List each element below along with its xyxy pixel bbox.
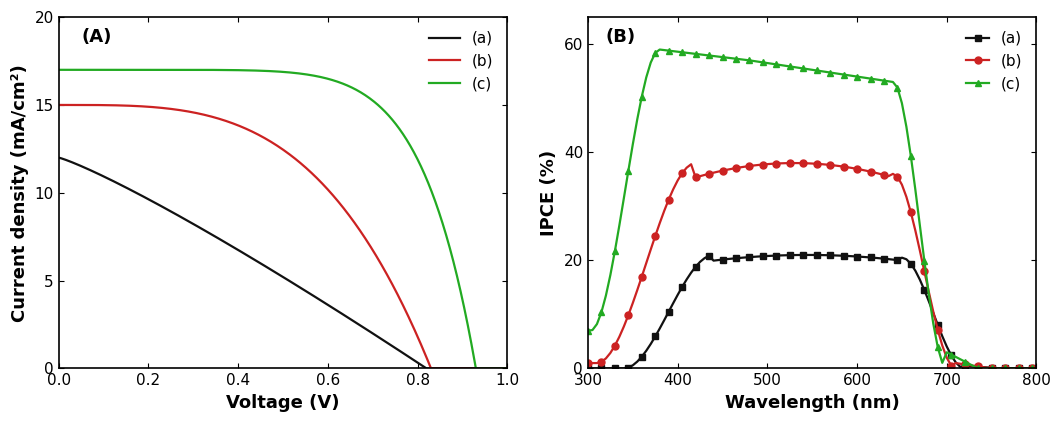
(b)	[923, 289, 936, 294]
(c)	[268, 69, 280, 74]
(c)	[653, 47, 666, 52]
(a)	[788, 253, 801, 258]
(b)	[582, 360, 595, 365]
(c)	[266, 69, 278, 74]
Line: (b): (b)	[58, 105, 508, 368]
(c)	[923, 291, 936, 297]
(a)	[52, 155, 65, 160]
(a)	[693, 259, 706, 264]
(c)	[855, 75, 868, 80]
(b)	[266, 140, 278, 145]
(b)	[268, 141, 280, 146]
(c)	[320, 76, 332, 81]
(b)	[419, 354, 432, 360]
(a)	[1030, 366, 1043, 371]
(a)	[900, 257, 912, 262]
(c)	[613, 223, 626, 228]
(b)	[900, 194, 912, 199]
Line: (c): (c)	[584, 46, 1040, 372]
(c)	[582, 328, 595, 333]
(a)	[295, 286, 308, 291]
(b)	[788, 160, 801, 165]
Line: (b): (b)	[584, 159, 1040, 372]
(a)	[923, 299, 936, 304]
(a)	[855, 254, 868, 259]
(c)	[52, 67, 65, 72]
(c)	[419, 176, 432, 181]
(c)	[698, 52, 710, 58]
(a)	[501, 366, 514, 371]
(b)	[792, 161, 805, 166]
(a)	[613, 366, 626, 371]
Line: (a): (a)	[58, 158, 508, 368]
(c)	[900, 124, 912, 129]
(b)	[320, 185, 332, 190]
(b)	[693, 173, 706, 179]
(a)	[802, 253, 815, 258]
(b)	[52, 102, 65, 107]
(a)	[320, 301, 332, 306]
(c)	[792, 65, 805, 70]
(b)	[491, 366, 503, 371]
Legend: (a), (b), (c): (a), (b), (c)	[423, 25, 499, 97]
Line: (a): (a)	[584, 252, 1040, 372]
(a)	[582, 366, 595, 371]
(b)	[855, 167, 868, 172]
Text: (B): (B)	[606, 27, 636, 46]
(c)	[295, 71, 308, 76]
(b)	[986, 366, 998, 371]
Line: (c): (c)	[58, 70, 508, 368]
(a)	[268, 269, 280, 275]
(c)	[1030, 366, 1043, 371]
Y-axis label: IPCE (%): IPCE (%)	[541, 150, 559, 236]
(c)	[972, 366, 984, 371]
(b)	[295, 161, 308, 166]
X-axis label: Wavelength (nm): Wavelength (nm)	[725, 394, 900, 412]
(b)	[613, 334, 626, 339]
(b)	[501, 366, 514, 371]
(a)	[491, 366, 503, 371]
Text: (A): (A)	[81, 27, 112, 46]
(c)	[501, 366, 514, 371]
(c)	[491, 366, 503, 371]
(c)	[470, 366, 483, 371]
(a)	[421, 366, 433, 371]
(b)	[426, 366, 439, 371]
Y-axis label: Current density (mA/cm²): Current density (mA/cm²)	[11, 64, 29, 321]
(b)	[1030, 366, 1043, 371]
X-axis label: Voltage (V): Voltage (V)	[226, 394, 340, 412]
(a)	[419, 366, 432, 371]
(a)	[266, 268, 278, 273]
Legend: (a), (b), (c): (a), (b), (c)	[960, 25, 1029, 97]
